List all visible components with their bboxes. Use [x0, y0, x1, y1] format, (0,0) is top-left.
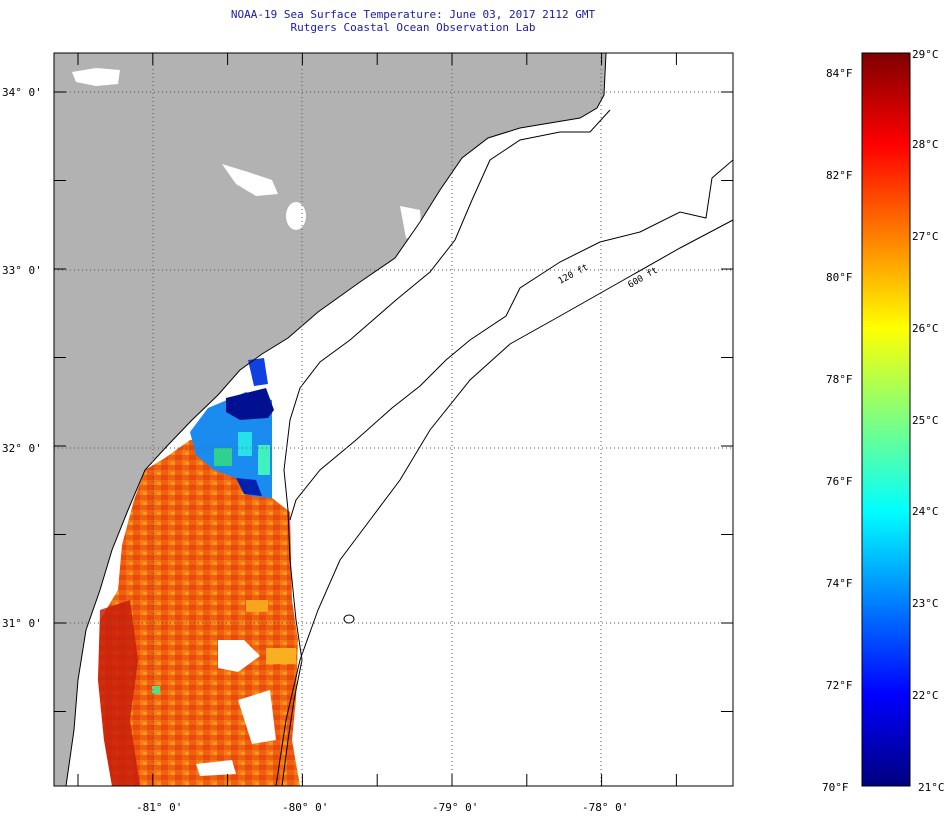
contour-seamount: [343, 614, 355, 624]
colorbar-c-label: 28°C: [912, 138, 939, 151]
colorbar-f-label: 70°F: [822, 781, 849, 794]
map-frame: [53, 52, 734, 787]
contour-60ft: [281, 109, 611, 786]
lake: [286, 202, 306, 230]
sst-deep-blue-patch-2: [236, 478, 262, 496]
colorbar-f-label: 72°F: [826, 679, 853, 692]
swath-gap: [218, 640, 260, 672]
lake: [222, 164, 278, 196]
lake: [72, 68, 120, 86]
colorbar-f-label: 76°F: [826, 475, 853, 488]
colorbar: [861, 52, 911, 787]
contour-120ft: [289, 159, 733, 521]
map-subtitle: Rutgers Coastal Ocean Observation Lab: [290, 21, 536, 34]
colorbar-f-label: 78°F: [826, 373, 853, 386]
sst-green-cells: [214, 448, 232, 466]
lat-tick-label: 32° 0': [2, 442, 42, 455]
sst-deep-blue-patch: [226, 388, 274, 420]
map-title: NOAA-19 Sea Surface Temperature: June 03…: [230, 8, 596, 21]
colorbar-c-label: 26°C: [912, 322, 939, 335]
lon-tick-label: -79° 0': [432, 801, 478, 814]
contour-label-120ft: 120 ft: [557, 263, 590, 287]
sst-green-spot: [152, 686, 160, 694]
lake: [400, 206, 422, 240]
colorbar-c-label: 29°C: [912, 48, 939, 61]
sst-yellow-cells: [246, 600, 268, 612]
lon-tick-label: -81° 0': [136, 801, 182, 814]
swath-gap: [238, 690, 276, 744]
sst-cyan-cells: [238, 432, 252, 456]
land-area: [54, 53, 606, 786]
colorbar-f-label: 80°F: [826, 271, 853, 284]
colorbar-f-label: 74°F: [826, 577, 853, 590]
sst-yellow-cells: [266, 648, 296, 664]
sst-blue-cells-north: [248, 358, 268, 386]
colorbar-c-label: 22°C: [912, 689, 939, 702]
contour-600ft: [275, 219, 733, 786]
lat-tick-label: 31° 0': [2, 617, 42, 630]
sst-dark-red-band: [98, 600, 140, 786]
lat-tick-label: 33° 0': [2, 264, 42, 277]
colorbar-f-label: 84°F: [826, 67, 853, 80]
swath-gap: [196, 760, 236, 776]
lon-tick-label: -78° 0': [582, 801, 628, 814]
axis-ticks: [54, 53, 733, 786]
colorbar-c-label: 24°C: [912, 505, 939, 518]
lon-tick-label: -80° 0': [282, 801, 328, 814]
colorbar-c-label: 27°C: [912, 230, 939, 243]
sst-cyan-cells-2: [258, 445, 270, 475]
lat-tick-label: 34° 0': [2, 86, 42, 99]
colorbar-f-label: 82°F: [826, 169, 853, 182]
colorbar-c-label: 21°C: [918, 781, 944, 794]
colorbar-c-label: 23°C: [912, 597, 939, 610]
colorbar-c-label: 25°C: [912, 414, 939, 427]
coastline: [65, 53, 607, 786]
